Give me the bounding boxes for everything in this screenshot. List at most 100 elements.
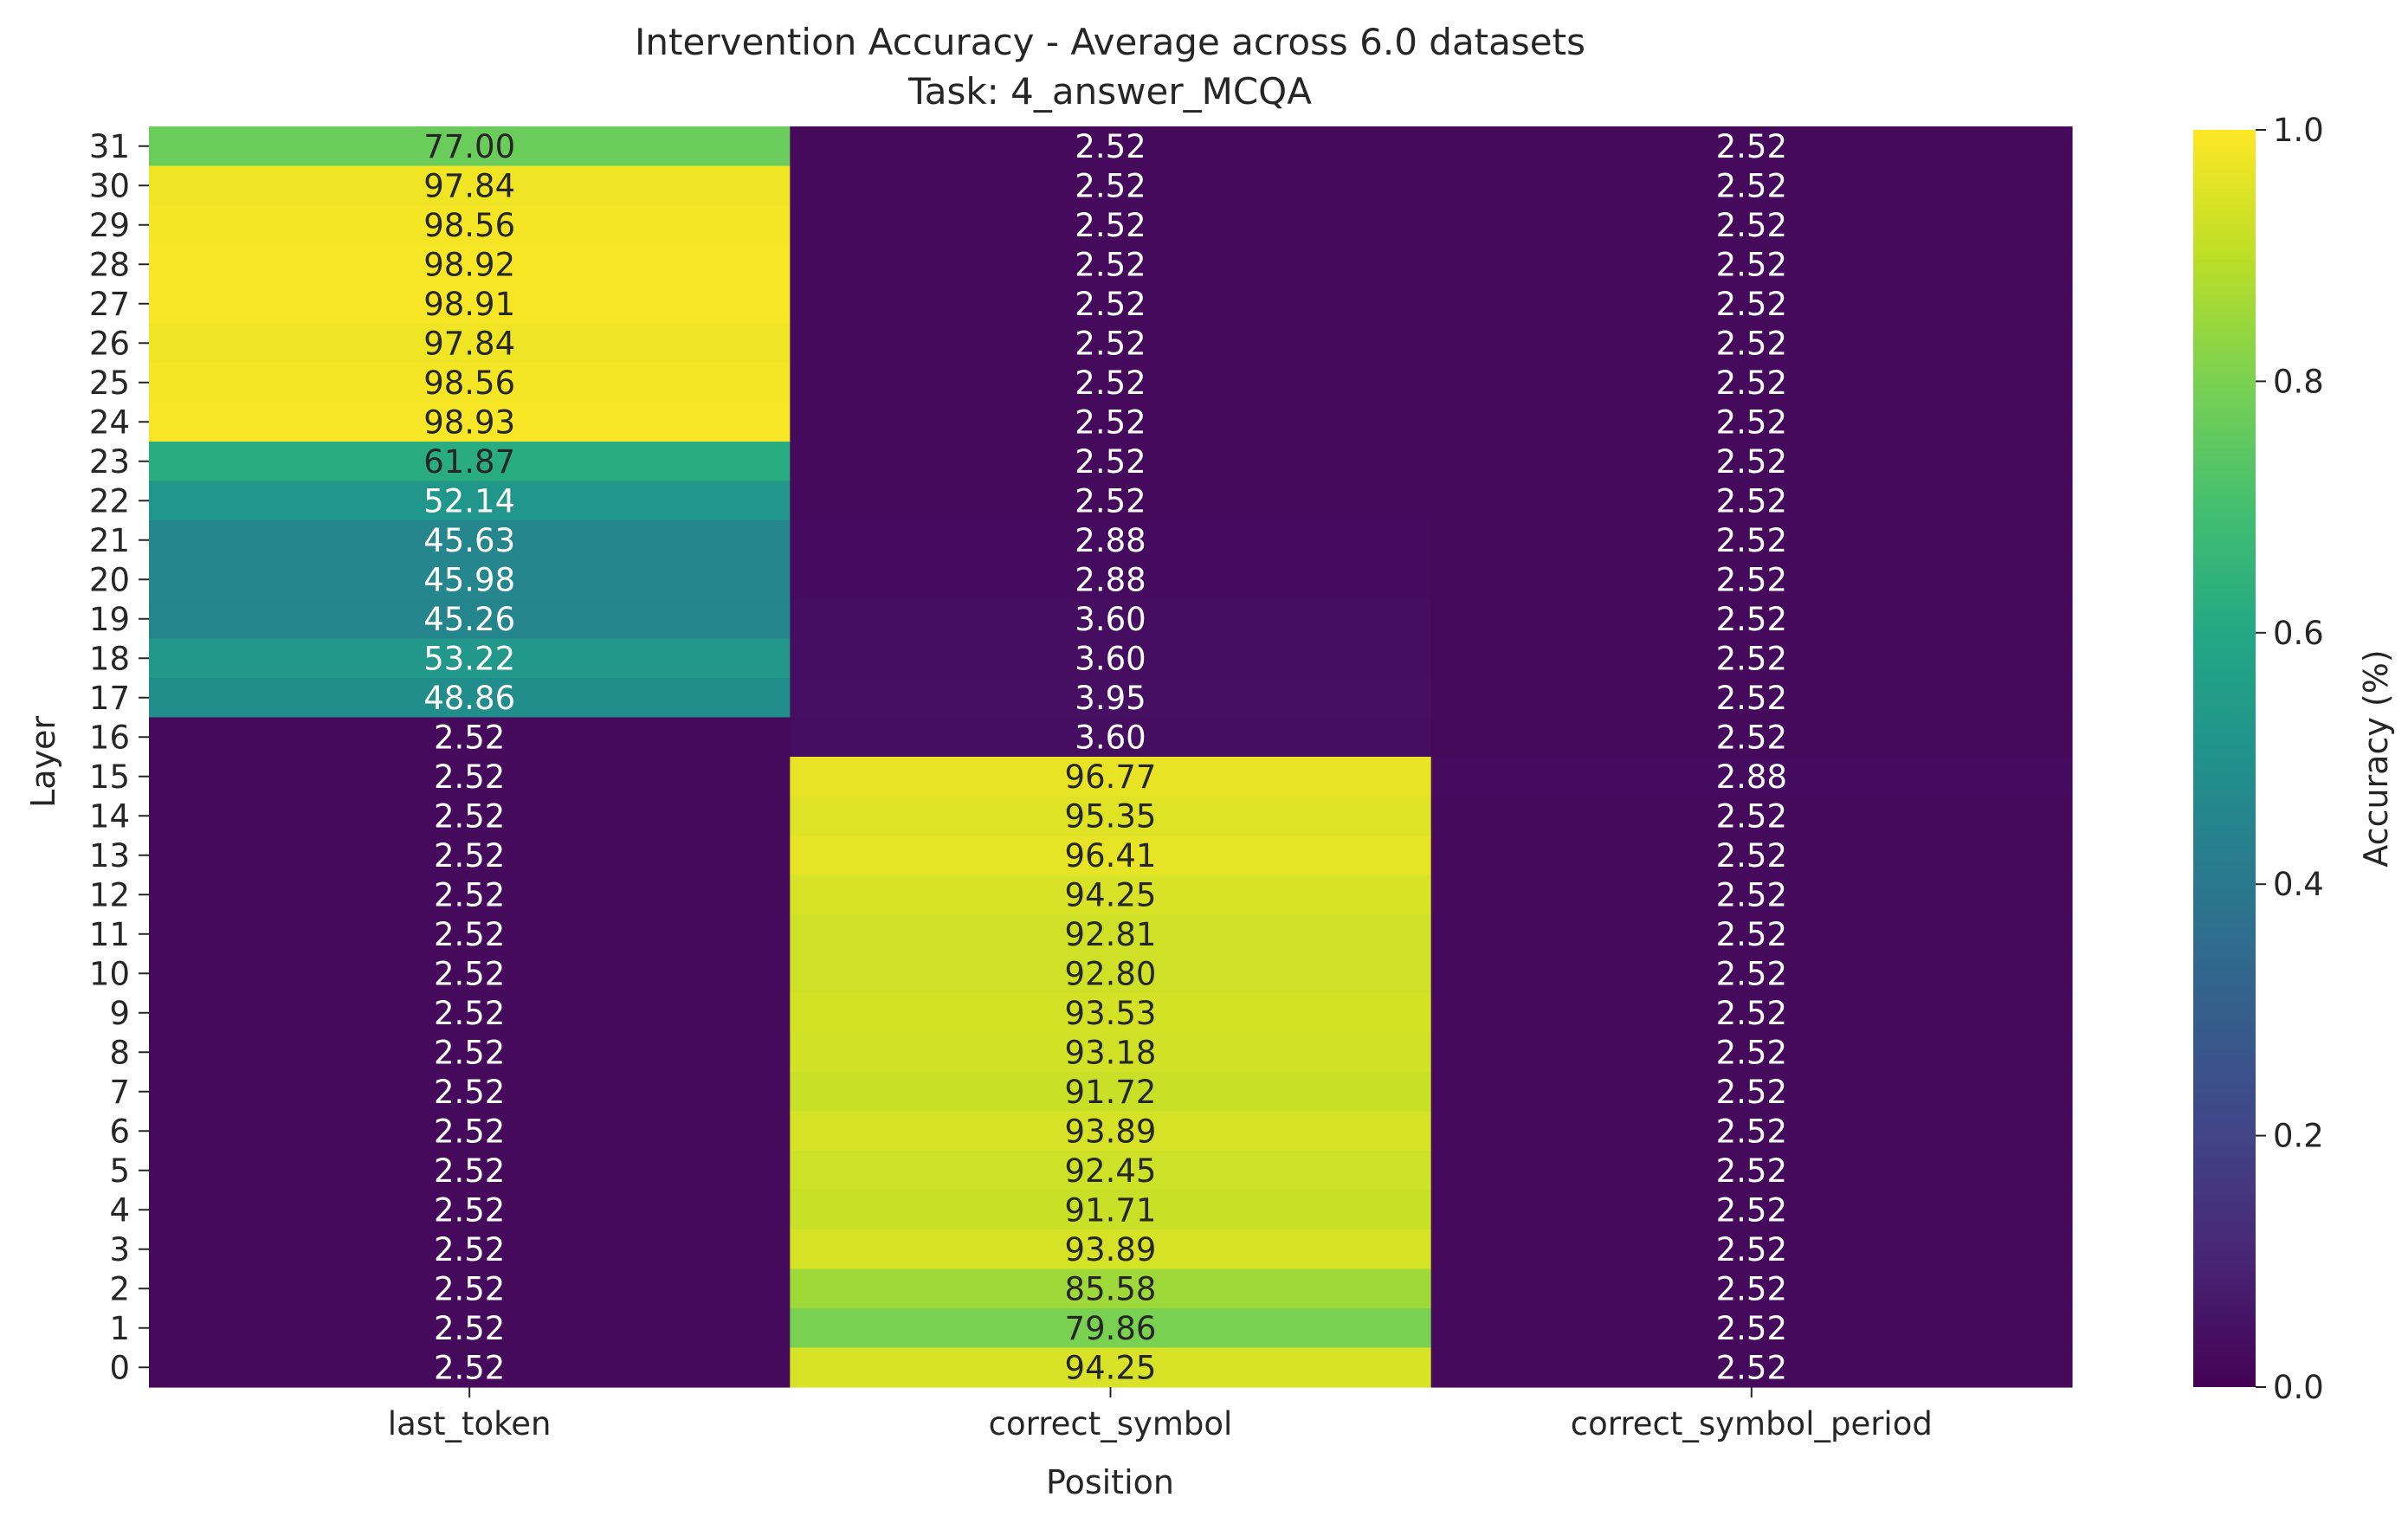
heatmap-cell	[790, 1268, 1432, 1309]
y-tick-label: 13	[89, 837, 130, 874]
heatmap-cell	[790, 1111, 1432, 1152]
cell-value-label: 98.92	[423, 246, 515, 283]
cell-value-label: 94.25	[1065, 876, 1157, 913]
y-tick-label: 25	[89, 365, 130, 402]
colorbar-tick-label: 0.4	[2273, 866, 2324, 903]
heatmap-cell	[149, 323, 791, 364]
x-tick-label: correct_symbol_period	[1571, 1405, 1933, 1442]
heatmap-cell	[149, 836, 791, 876]
y-tick-label: 15	[89, 758, 130, 796]
colorbar	[2193, 130, 2256, 1387]
heatmap-cell	[790, 993, 1432, 1034]
cell-value-label: 2.88	[1716, 758, 1787, 796]
heatmap-cell	[149, 1268, 791, 1309]
cell-value-label: 2.52	[434, 1074, 505, 1111]
heatmap-cell	[790, 442, 1432, 482]
heatmap-cell	[790, 481, 1432, 521]
cell-value-label: 2.52	[434, 1191, 505, 1229]
cell-value-label: 91.72	[1065, 1074, 1157, 1111]
heatmap-cell	[149, 914, 791, 955]
y-tick-label: 27	[89, 286, 130, 323]
heatmap-cell	[790, 165, 1432, 206]
cell-value-label: 2.52	[1716, 522, 1787, 559]
cell-value-label: 2.52	[1075, 286, 1146, 323]
heatmap-cell	[149, 481, 791, 521]
heatmap-cell	[1430, 1111, 2073, 1152]
heatmap-cell	[790, 126, 1432, 167]
cell-value-label: 2.52	[1075, 403, 1146, 441]
colorbar-label: Accuracy (%)	[2357, 649, 2395, 867]
cell-value-label: 2.52	[1716, 1152, 1787, 1190]
cell-value-label: 2.52	[1716, 403, 1787, 441]
cell-value-label: 98.56	[423, 207, 515, 244]
heatmap-cell	[1430, 402, 2073, 442]
heatmap-cell	[149, 244, 791, 285]
cell-value-label: 2.88	[1075, 522, 1146, 559]
cell-value-label: 3.60	[1075, 719, 1146, 756]
heatmap-cell	[1430, 914, 2073, 955]
heatmap-cell	[149, 1032, 791, 1073]
cell-value-label: 98.93	[423, 403, 515, 441]
chart-title: Intervention Accuracy - Average across 6…	[635, 21, 1585, 63]
cell-value-label: 2.52	[1716, 1310, 1787, 1347]
cell-value-label: 92.80	[1065, 955, 1157, 992]
cell-value-label: 2.52	[1716, 837, 1787, 874]
cell-value-label: 2.52	[1716, 1270, 1787, 1307]
heatmap-cell	[790, 717, 1432, 758]
cell-value-label: 2.52	[1075, 365, 1146, 402]
cell-value-label: 98.56	[423, 365, 515, 402]
heatmap-cell	[149, 559, 791, 600]
cell-value-label: 2.52	[1716, 443, 1787, 481]
cell-value-label: 97.84	[423, 325, 515, 362]
heatmap-cell	[1430, 953, 2073, 994]
y-tick-label: 0	[109, 1349, 130, 1386]
heatmap-cell	[790, 1229, 1432, 1270]
cell-value-label: 2.52	[434, 916, 505, 953]
cell-value-label: 91.71	[1065, 1191, 1157, 1229]
heatmap-cell	[149, 1190, 791, 1230]
heatmap-cell	[149, 126, 791, 167]
heatmap-cell	[790, 1190, 1432, 1230]
heatmap-cells	[149, 126, 2073, 1388]
heatmap-cell	[1430, 599, 2073, 640]
cell-value-label: 2.52	[434, 758, 505, 796]
cell-value-label: 92.45	[1065, 1152, 1157, 1190]
cell-value-label: 2.52	[1716, 1113, 1787, 1150]
y-tick-label: 2	[109, 1270, 130, 1307]
heatmap-cell	[149, 165, 791, 206]
heatmap-cell	[149, 402, 791, 442]
heatmap-cell	[790, 205, 1432, 246]
heatmap-cell	[790, 1347, 1432, 1388]
cell-value-label: 95.35	[1065, 797, 1157, 835]
y-tick-label: 12	[89, 876, 130, 913]
heatmap-cell	[1430, 717, 2073, 758]
heatmap-cell	[149, 1308, 791, 1349]
heatmap-cell	[149, 1151, 791, 1191]
heatmap-cell	[790, 1308, 1432, 1349]
y-tick-label: 8	[109, 1034, 130, 1071]
heatmap-cell	[1430, 1308, 2073, 1349]
heatmap-cell	[149, 1072, 791, 1113]
cell-value-label: 2.52	[1716, 876, 1787, 913]
cell-value-label: 2.52	[1716, 955, 1787, 992]
y-tick-label: 24	[89, 403, 130, 441]
heatmap-cell	[790, 284, 1432, 325]
cell-value-label: 2.52	[434, 797, 505, 835]
cell-value-label: 2.52	[1716, 680, 1787, 717]
cell-value-label: 2.52	[434, 1113, 505, 1150]
heatmap-cell	[1430, 244, 2073, 285]
cell-value-label: 2.52	[434, 1310, 505, 1347]
cell-value-label: 2.52	[434, 1152, 505, 1190]
heatmap-cell	[790, 678, 1432, 719]
heatmap-cell	[1430, 1032, 2073, 1073]
y-tick-label: 16	[89, 719, 130, 756]
x-tick-label: correct_symbol	[989, 1405, 1233, 1442]
heatmap-cell	[149, 1229, 791, 1270]
heatmap-cell	[1430, 363, 2073, 403]
cell-value-label: 2.52	[1716, 561, 1787, 598]
y-tick-label: 6	[109, 1113, 130, 1150]
cell-value-label: 2.52	[434, 1231, 505, 1268]
heatmap-cell	[1430, 874, 2073, 915]
y-tick-label: 20	[89, 561, 130, 598]
